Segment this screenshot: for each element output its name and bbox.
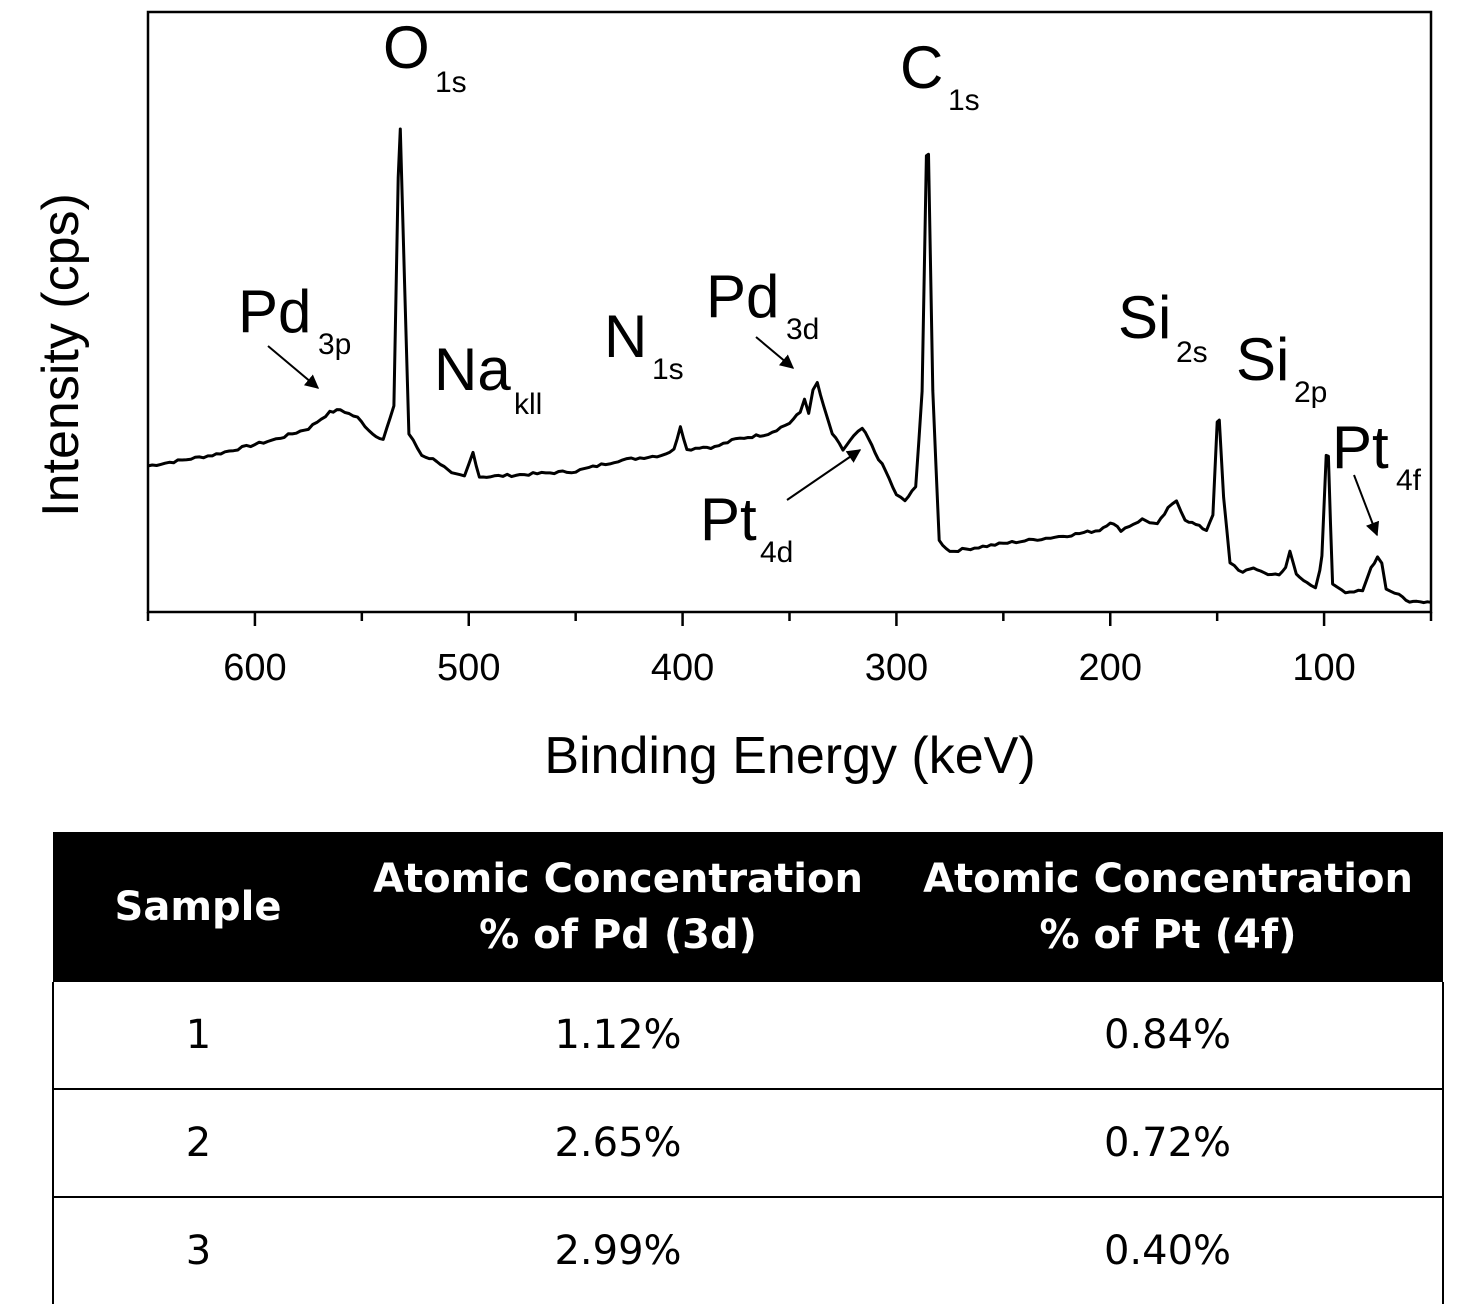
peak-label-subscript: 4f [1396,464,1422,497]
x-tick-label: 400 [651,647,714,689]
table-cell: 1 [52,982,343,1090]
table-body: 1 1.12% 0.84% 2 2.65% 0.72% 3 2.99% 0.40% [52,982,1444,1304]
peak-label-element: Pd [706,263,779,330]
peak-label-subscript: 2s [1176,336,1208,369]
table-cell: 0.72% [893,1089,1444,1198]
table-header-cell: Atomic Concentration % of Pd (3d) [343,832,893,982]
y-axis-title: Intensity (cps) [32,193,90,517]
table-row: 3 2.99% 0.40% [52,1197,1444,1304]
table-cell: 2.65% [343,1089,893,1198]
xps-spectrum-line [147,127,1432,605]
peak-label-subscript: 4d [760,536,793,569]
peak-label-subscript: 1s [435,66,467,99]
peak-label-element: Na [434,336,511,403]
peak-label-subscript: 1s [948,84,980,117]
x-axis-title: Binding Energy (keV) [544,727,1035,785]
table-cell: 2.99% [554,1228,682,1274]
peak-label-element: N [604,303,647,370]
header-line: Atomic Concentration [373,856,863,902]
peak-label-element: Si [1236,326,1289,393]
peak-label-element: Pd [238,278,311,345]
x-tick-label: 200 [1079,647,1142,689]
peak-label-element: Si [1118,284,1171,351]
atomic-concentration-table: Sample Atomic Concentration% of Pd (3d) At… [52,832,1444,1304]
table-cell: 0.84% [893,982,1444,1090]
x-axis-ticks: 600 500 400 300 200 100 [146,612,1433,689]
peak-label-subscript: 1s [652,353,684,386]
x-tick-label: 500 [437,647,500,689]
peak-label-si-2p: Si 2p [1236,326,1327,409]
peak-label-subscript: 2p [1294,376,1327,409]
table-row: 1 1.12% 0.84% [52,982,1444,1090]
table-header-cell: Sample [53,832,343,982]
peak-pointer-arrow [267,345,320,389]
header-line: % of Pd (3d) [479,912,757,958]
peak-label-subscript: 3p [318,328,351,361]
peak-pointer-arrow [1353,474,1380,537]
peak-label-subscript: 3d [786,313,819,346]
header-line: Sample [114,884,282,930]
peak-label-element: Pt [700,486,757,553]
peak-pointer-arrow [786,449,862,501]
table-cell: 2 [52,1089,343,1198]
table-cell: 3 [52,1197,343,1304]
peak-label-element: C [900,34,943,101]
peak-label-subscript: kll [514,388,542,421]
table-cell: 1.12% [343,982,893,1090]
plot-frame [146,10,1433,614]
peak-label-element: Pt [1332,414,1389,481]
table-cell: 0.40% [893,1197,1444,1304]
header-line: Atomic Concentration [923,856,1413,902]
header-line: % of Pt (4f) [1039,912,1297,958]
peak-pointer-arrow [755,336,795,369]
peak-label-c-1s: C 1s [900,34,980,117]
peak-label-o-1s: O1s [383,14,467,99]
x-tick-label: 600 [223,647,286,689]
peak-label-element: O [383,14,430,81]
peak-label-pd-3d: Pd 3d [706,263,819,369]
peak-label-n-1s: N 1s [604,303,684,386]
table-row: 2 2.65% 0.72% [52,1089,1444,1198]
peak-label-pt-4d: Pt 4d [700,449,862,569]
table-header-cell: Atomic Concentration % of Pt (4f) [893,832,1443,982]
peak-label-pt-4f: Pt 4f [1332,414,1422,537]
peak-label-pd-3p: Pd 3p [238,278,351,389]
table-header-row: Sample Atomic Concentration% of Pd (3d) At… [53,832,1443,982]
x-tick-label: 100 [1292,647,1355,689]
x-tick-label: 300 [865,647,928,689]
